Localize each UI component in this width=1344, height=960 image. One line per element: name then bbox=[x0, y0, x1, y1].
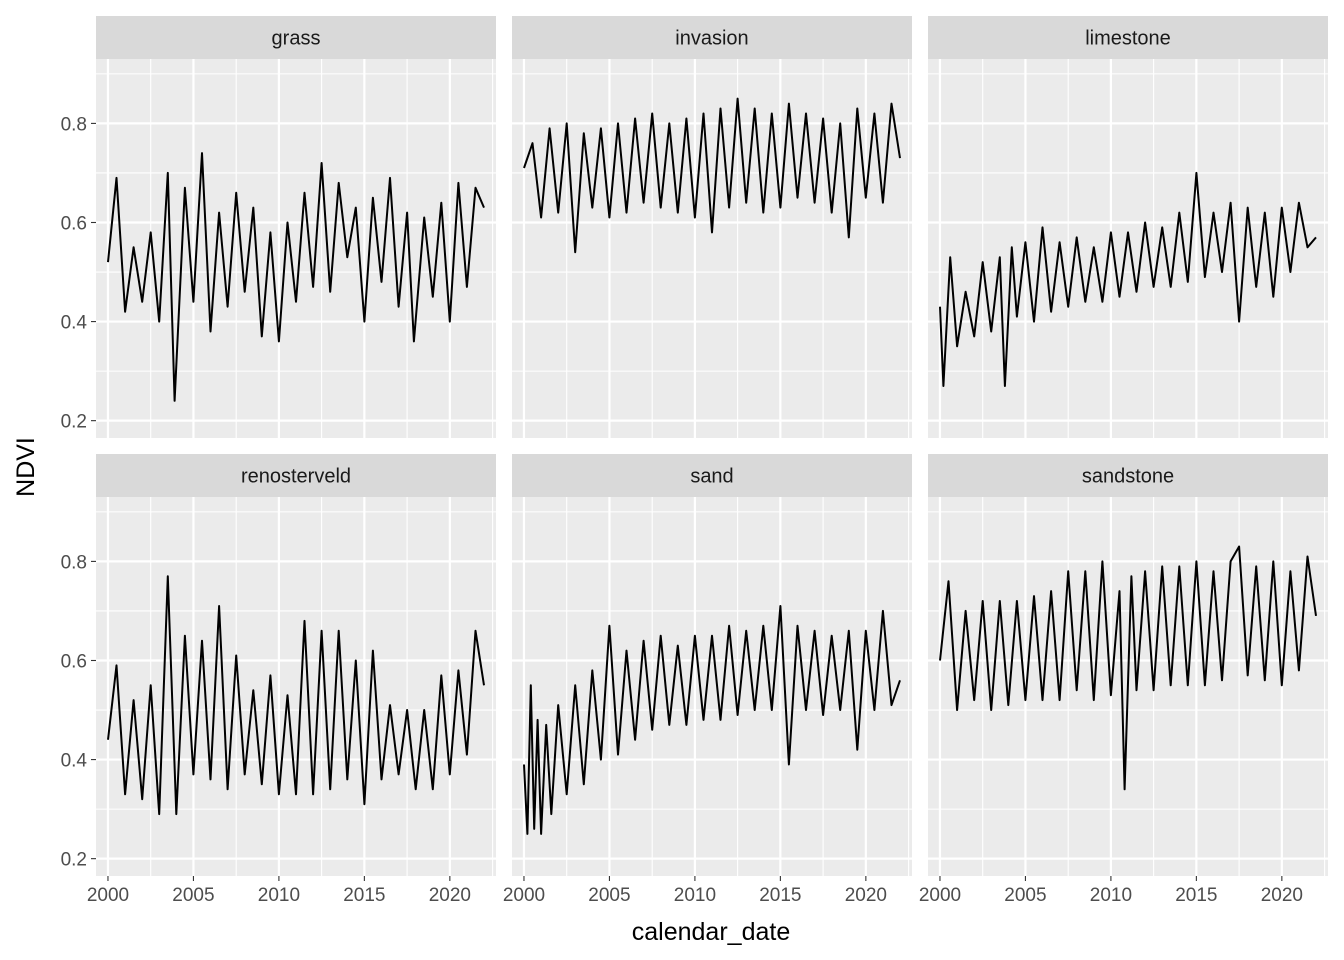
facet-panel-renosterveld: renosterveld bbox=[96, 454, 496, 876]
x-tick-label: 2020 bbox=[429, 885, 471, 906]
y-tick-label: 0.2 bbox=[61, 850, 87, 871]
series-line-sand bbox=[523, 605, 901, 835]
panel-background bbox=[512, 59, 912, 438]
facet-panel-limestone: limestone bbox=[928, 16, 1328, 438]
x-tick-label: 2010 bbox=[258, 885, 300, 906]
x-tick-label: 2020 bbox=[1261, 885, 1303, 906]
y-tick-label: 0.6 bbox=[61, 651, 87, 672]
series-line-limestone bbox=[939, 171, 1317, 387]
panel-background bbox=[96, 59, 496, 438]
x-tick-label: 2015 bbox=[343, 885, 385, 906]
strip-background bbox=[96, 16, 496, 59]
y-tick-label: 0.8 bbox=[61, 114, 87, 135]
x-tick-label: 2005 bbox=[172, 885, 214, 906]
series-line-invasion bbox=[523, 97, 901, 254]
x-tick-label: 2000 bbox=[503, 885, 545, 906]
strip-background bbox=[512, 454, 912, 497]
facet-panel-grass: grass bbox=[96, 16, 496, 438]
strip-background bbox=[928, 16, 1328, 59]
facet-panel-invasion: invasion bbox=[512, 16, 912, 438]
panel-background bbox=[96, 497, 496, 876]
x-tick-label: 2015 bbox=[759, 885, 801, 906]
y-tick-label: 0.2 bbox=[61, 412, 87, 433]
y-axis-title: NDVI bbox=[12, 437, 40, 497]
strip-label: sand bbox=[690, 466, 733, 488]
series-line-sandstone bbox=[939, 545, 1317, 791]
x-tick-label: 2010 bbox=[1090, 885, 1132, 906]
y-tick-label: 0.8 bbox=[61, 552, 87, 573]
x-tick-label: 2010 bbox=[674, 885, 716, 906]
x-tick-label: 2000 bbox=[87, 885, 129, 906]
axes: 0.2 0.4 0.6 0.8 0.2 0.4 0.6 0.8 2000 2005 2010 2015… bbox=[61, 114, 1303, 906]
strip-background bbox=[96, 454, 496, 497]
facet-panel-sand: sand bbox=[512, 454, 912, 876]
x-axis-title: calendar_date bbox=[632, 918, 790, 946]
x-tick-label: 2020 bbox=[845, 885, 887, 906]
series-line-renosterveld bbox=[107, 575, 485, 816]
x-tick-label: 2005 bbox=[588, 885, 630, 906]
strip-label: grass bbox=[272, 28, 321, 50]
strip-background bbox=[512, 16, 912, 59]
strip-label: limestone bbox=[1085, 28, 1171, 50]
strip-label: renosterveld bbox=[241, 466, 351, 488]
y-tick-label: 0.6 bbox=[61, 213, 87, 234]
y-tick-label: 0.4 bbox=[61, 313, 88, 334]
strip-label: sandstone bbox=[1082, 466, 1174, 488]
y-tick-label: 0.4 bbox=[61, 751, 88, 772]
x-tick-label: 2015 bbox=[1175, 885, 1217, 906]
series-line-grass bbox=[107, 152, 485, 402]
panel-background bbox=[512, 497, 912, 876]
facet-panels: grass invasion limestone renosterveld sand sa… bbox=[96, 16, 1328, 876]
strip-background bbox=[928, 454, 1328, 497]
x-tick-label: 2000 bbox=[919, 885, 961, 906]
strip-label: invasion bbox=[675, 28, 748, 50]
x-tick-label: 2005 bbox=[1004, 885, 1046, 906]
facet-panel-sandstone: sandstone bbox=[928, 454, 1328, 876]
